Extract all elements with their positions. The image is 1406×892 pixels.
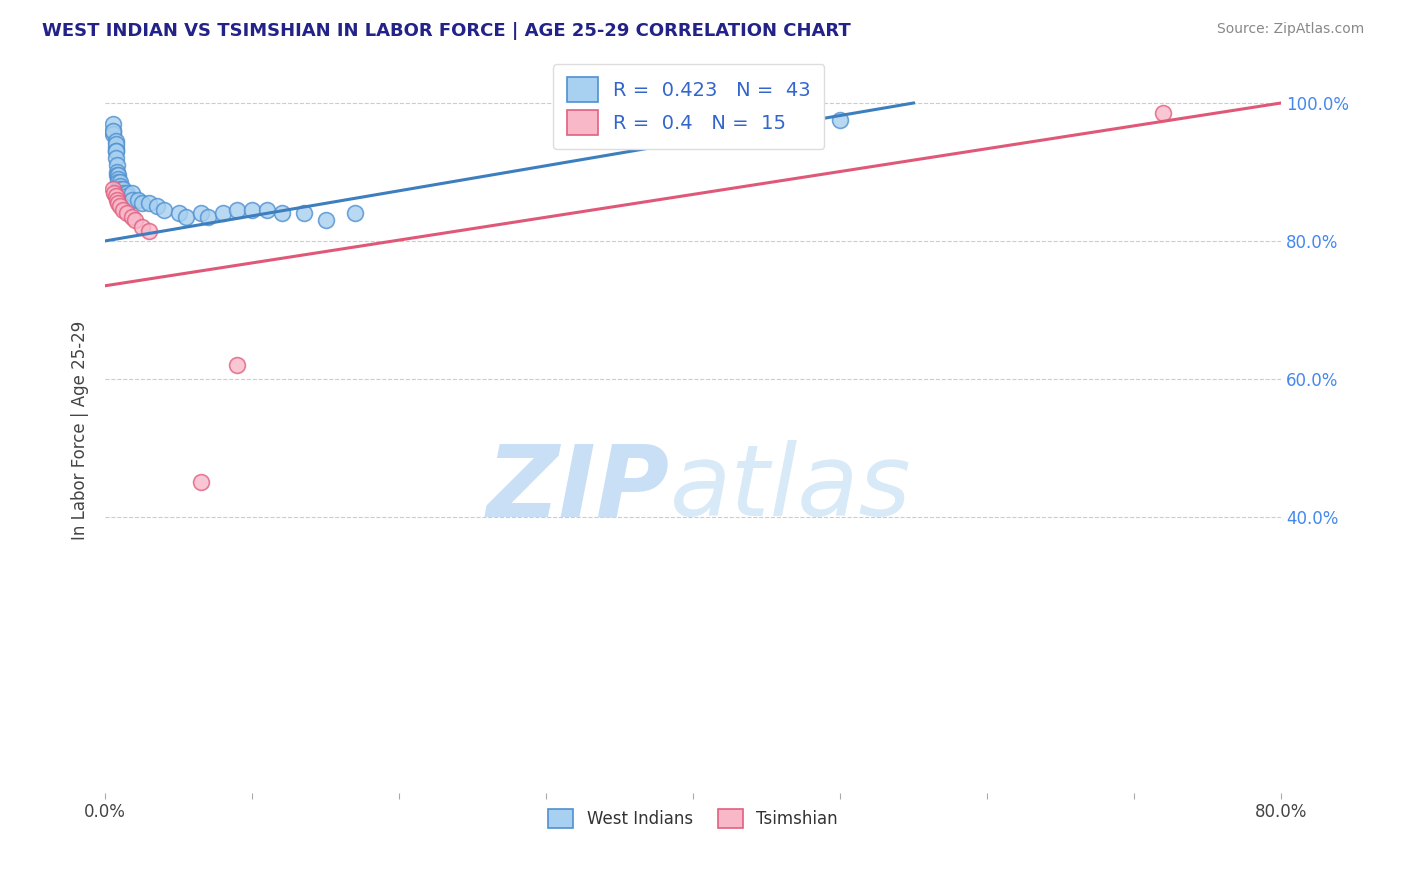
Point <box>108 182 131 196</box>
Point <box>226 202 249 217</box>
Point <box>101 123 124 137</box>
Text: atlas: atlas <box>669 440 911 537</box>
Y-axis label: In Labor Force | Age 25-29: In Labor Force | Age 25-29 <box>72 321 89 541</box>
Text: WEST INDIAN VS TSIMSHIAN IN LABOR FORCE | AGE 25-29 CORRELATION CHART: WEST INDIAN VS TSIMSHIAN IN LABOR FORCE … <box>42 22 851 40</box>
Point <box>104 151 127 165</box>
Point <box>344 206 367 220</box>
Point <box>292 206 315 220</box>
Point <box>104 145 127 159</box>
Point <box>240 202 263 217</box>
Point <box>111 186 134 200</box>
Point <box>104 134 127 148</box>
Text: Source: ZipAtlas.com: Source: ZipAtlas.com <box>1216 22 1364 37</box>
Point <box>197 210 219 224</box>
Point <box>107 169 129 183</box>
Point <box>111 202 134 217</box>
Point <box>121 186 143 200</box>
Point <box>117 189 139 203</box>
Point <box>828 113 851 128</box>
Point <box>101 117 124 131</box>
Point <box>226 358 249 372</box>
Point <box>107 175 129 189</box>
Point <box>153 202 176 217</box>
Point <box>101 123 124 137</box>
Point <box>105 169 128 183</box>
Point <box>270 206 292 220</box>
Point <box>138 196 160 211</box>
Point <box>124 213 146 227</box>
Legend: West Indians, Tsimshian: West Indians, Tsimshian <box>541 803 845 835</box>
Point <box>105 193 128 207</box>
Point <box>190 475 212 490</box>
Point <box>111 182 134 196</box>
Point <box>101 182 124 196</box>
Point <box>101 127 124 141</box>
Point <box>121 210 143 224</box>
Point <box>104 137 127 152</box>
Point <box>104 189 127 203</box>
Point <box>145 199 167 213</box>
Point <box>167 206 190 220</box>
Point <box>105 158 128 172</box>
Point <box>138 224 160 238</box>
Point <box>108 199 131 213</box>
Point <box>211 206 233 220</box>
Point <box>127 193 149 207</box>
Point <box>1152 106 1174 120</box>
Point <box>104 141 127 155</box>
Point <box>174 210 197 224</box>
Point <box>121 193 143 207</box>
Point <box>105 165 128 179</box>
Text: ZIP: ZIP <box>486 440 669 537</box>
Point <box>107 196 129 211</box>
Point <box>108 178 131 193</box>
Point <box>131 196 153 211</box>
Point <box>131 220 153 235</box>
Point <box>117 186 139 200</box>
Point <box>104 145 127 159</box>
Point <box>107 172 129 186</box>
Point <box>108 175 131 189</box>
Point <box>315 213 337 227</box>
Point <box>117 206 139 220</box>
Point <box>190 206 212 220</box>
Point <box>103 186 125 200</box>
Point <box>256 202 278 217</box>
